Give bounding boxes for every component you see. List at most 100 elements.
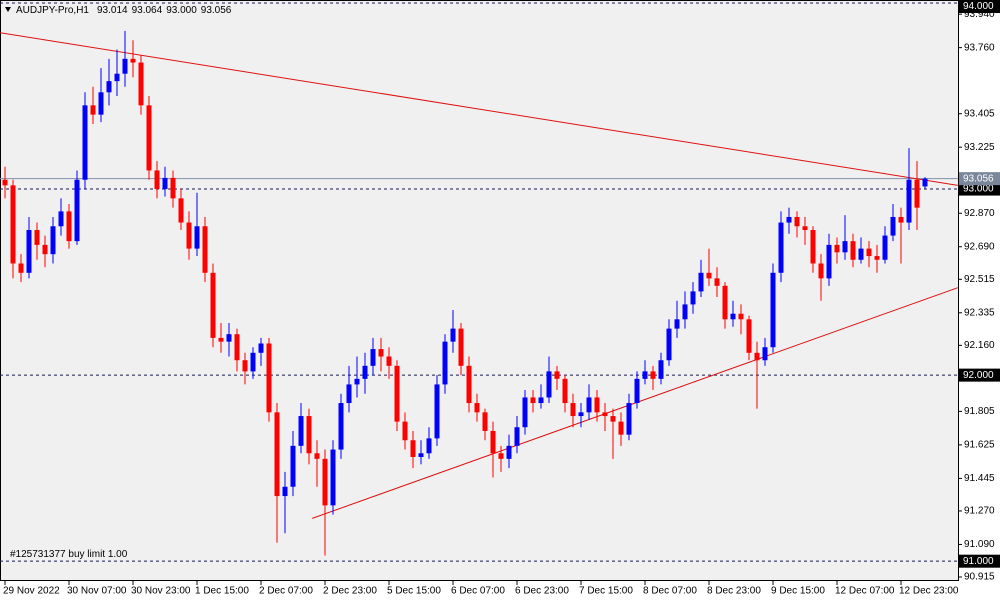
y-tick-label: 93.405	[964, 108, 995, 119]
candle-body	[354, 378, 360, 385]
price-tag-label: 91.000	[963, 556, 994, 567]
candle-body	[786, 216, 792, 223]
candle-body	[810, 229, 816, 264]
candle-body	[362, 365, 368, 379]
candle-body	[754, 352, 760, 361]
y-tick-label: 91.805	[964, 406, 995, 417]
candle-body	[58, 211, 64, 227]
candle-body	[482, 412, 488, 431]
candle-body	[722, 285, 728, 320]
candle-body	[554, 371, 560, 379]
candle-body	[746, 319, 752, 353]
x-tick-label: 8 Dec 07:00	[643, 586, 697, 597]
candle-body	[266, 343, 272, 413]
candle-body	[442, 341, 448, 385]
x-tick-label: 9 Dec 15:00	[771, 586, 825, 597]
candle-body	[146, 105, 152, 171]
candle-body	[106, 81, 112, 93]
candle-body	[74, 179, 80, 242]
candle-body	[802, 226, 808, 230]
candle-body	[602, 412, 608, 417]
price-tag-label: 93.056	[963, 173, 994, 184]
candle-body	[626, 403, 632, 435]
candle-body	[850, 241, 856, 260]
candle-body	[578, 412, 584, 417]
candle-body	[858, 248, 864, 260]
candle-body	[98, 92, 104, 115]
plot-area	[0, 0, 959, 581]
candle-body	[34, 229, 40, 245]
candle-body	[378, 349, 384, 357]
candle-body	[170, 177, 176, 199]
candle-body	[530, 397, 536, 404]
candle-body	[890, 216, 896, 236]
y-tick-label: 93.225	[964, 142, 995, 153]
candle-body	[514, 427, 520, 446]
candle-body	[778, 222, 784, 273]
candle-body	[402, 421, 408, 441]
candle-body	[826, 244, 832, 279]
candle-body	[122, 58, 128, 74]
candle-body	[370, 349, 376, 366]
x-tick-label: 6 Dec 23:00	[515, 586, 569, 597]
candle-body	[418, 453, 424, 457]
candle-body	[738, 313, 744, 320]
candle-body	[10, 185, 16, 264]
x-tick-label: 8 Dec 23:00	[707, 586, 761, 597]
chart-header: AUDJPY-Pro,H1 93.014 93.064 93.000 93.056	[16, 5, 232, 16]
candle-body	[394, 365, 400, 422]
candle-body	[450, 328, 456, 342]
candle-body	[794, 216, 800, 227]
candle-body	[306, 416, 312, 454]
y-tick-label: 92.690	[964, 241, 995, 252]
candle-body	[874, 256, 880, 260]
x-tick-label: 2 Dec 07:00	[259, 586, 313, 597]
header-value: 93.064	[132, 5, 163, 16]
candle-body	[762, 347, 768, 361]
candle-body	[538, 397, 544, 404]
candle-body	[610, 416, 616, 422]
y-tick-label: 91.090	[964, 539, 995, 550]
y-tick-label: 91.625	[964, 440, 995, 451]
price-tag	[959, 172, 1000, 186]
candle-body	[690, 291, 696, 305]
x-tick-label: 7 Dec 15:00	[579, 586, 633, 597]
candle-body	[906, 179, 912, 223]
candle-body	[242, 360, 248, 372]
candle-body	[186, 222, 192, 249]
candle-body	[458, 328, 464, 366]
candle-body	[914, 179, 920, 208]
candle-body	[234, 334, 240, 361]
candle-body	[298, 416, 304, 446]
y-tick-label: 93.760	[964, 42, 995, 53]
candle-body	[282, 486, 288, 497]
candle-body	[26, 229, 32, 273]
candle-body	[570, 403, 576, 417]
menu-arrow[interactable]	[5, 7, 11, 12]
x-tick-label: 1 Dec 15:00	[195, 586, 249, 597]
candle-body	[834, 244, 840, 253]
candle-body	[706, 272, 712, 279]
candle-body	[922, 178, 928, 187]
candle-body	[634, 378, 640, 404]
price-tag	[959, 182, 1000, 196]
candle-body	[226, 334, 232, 342]
trend-line	[0, 32, 958, 186]
candle-body	[842, 241, 848, 253]
candle-body	[274, 412, 280, 497]
x-tick-label: 12 Dec 23:00	[899, 586, 959, 597]
candle-body	[866, 248, 872, 257]
candle-body	[650, 371, 656, 379]
trend-line	[312, 287, 958, 519]
candle-body	[682, 304, 688, 320]
y-tick-label: 91.270	[964, 506, 995, 517]
candle-body	[666, 328, 672, 361]
candle-body	[818, 263, 824, 279]
candle-body	[50, 226, 56, 255]
candle-body	[114, 73, 120, 82]
candle-body	[466, 365, 472, 404]
candle-body	[586, 397, 592, 413]
candle-body	[42, 244, 48, 255]
